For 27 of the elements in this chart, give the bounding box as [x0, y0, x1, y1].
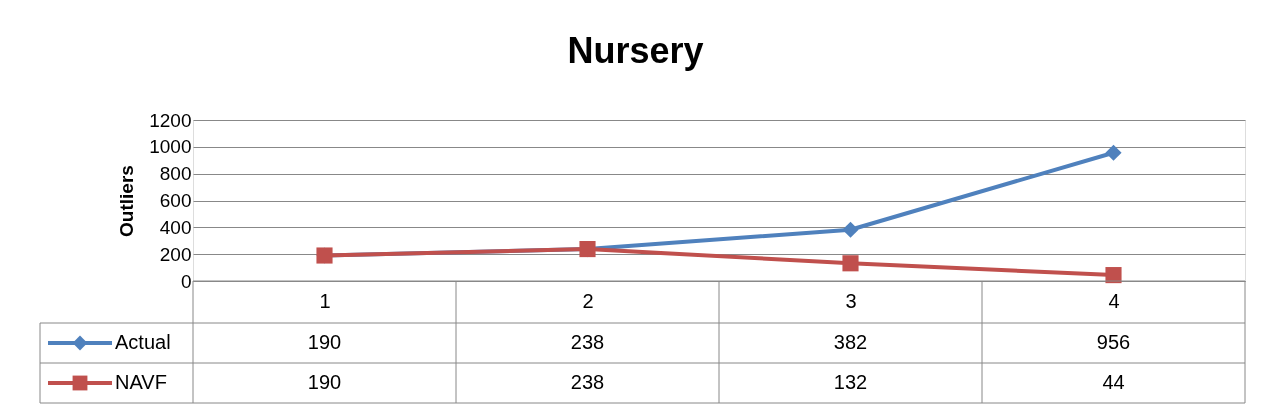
data-label: 132 — [833, 371, 868, 393]
point — [842, 255, 859, 272]
data-label: 190 — [307, 331, 342, 353]
x-tick-label: 2 — [582, 289, 594, 312]
data-label: 190 — [307, 371, 342, 393]
point — [1105, 267, 1122, 284]
x-tick-label: 4 — [1108, 289, 1120, 312]
y-tick-label: 600 — [159, 190, 192, 211]
chart-title: Nursery — [567, 30, 704, 71]
legend-label: Actual — [115, 331, 171, 353]
y-tick-label: 0 — [180, 270, 192, 292]
y-tick-label: 400 — [159, 216, 192, 238]
data-label: 238 — [570, 331, 605, 353]
y-axis-title: Outliers — [116, 165, 138, 237]
x-tick-label: 1 — [319, 289, 331, 312]
y-tick-label: 200 — [159, 243, 192, 265]
y-tick-label: 1200 — [149, 109, 192, 131]
data-label: 238 — [570, 371, 605, 393]
data-label: 44 — [1102, 371, 1125, 393]
y-tick-label: 800 — [159, 163, 192, 185]
data-label: 956 — [1096, 331, 1131, 353]
data-label: 382 — [833, 331, 868, 353]
x-tick-label: 3 — [845, 289, 857, 312]
point — [842, 221, 859, 238]
y-tick-label: 1000 — [149, 136, 192, 158]
point — [1105, 144, 1122, 161]
legend-label: NAVF — [115, 371, 167, 393]
